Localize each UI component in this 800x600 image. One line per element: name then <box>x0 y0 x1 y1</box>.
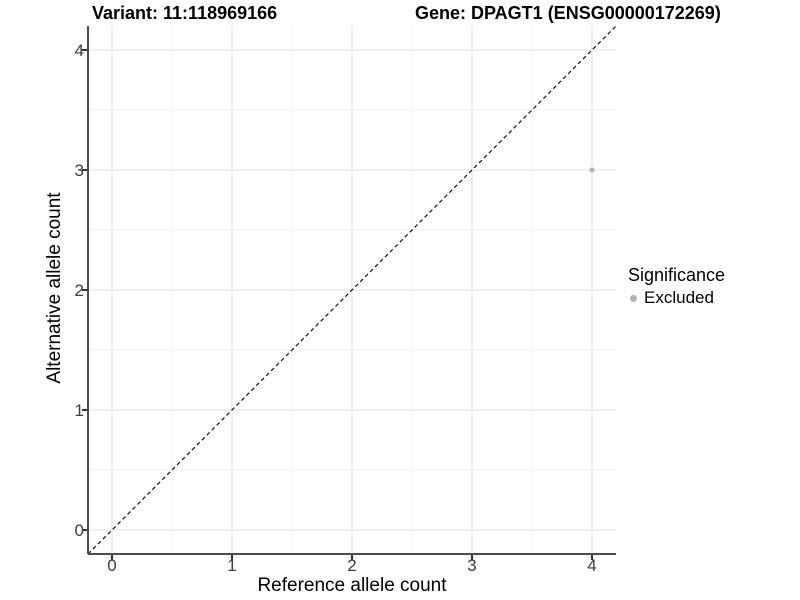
legend-item-label: Excluded <box>644 288 714 307</box>
y-tick-label: 2 <box>74 281 84 300</box>
x-tick-label: 1 <box>227 556 237 575</box>
legend-item-excluded: Excluded <box>628 288 725 308</box>
x-tick-label: 0 <box>107 556 117 575</box>
plot-title-gene: Gene: DPAGT1 (ENSG00000172269) <box>415 3 721 23</box>
y-tick-label: 0 <box>74 521 84 540</box>
legend-title: Significance <box>628 265 726 285</box>
x-tick-label: 2 <box>347 556 357 575</box>
identity-reference-line <box>87 25 617 555</box>
y-tick-label: 3 <box>74 161 84 180</box>
legend-point-icon <box>630 294 637 302</box>
x-axis-title: Reference allele count <box>257 575 447 596</box>
data-point <box>589 167 595 173</box>
y-axis-title: Alternative allele count <box>44 192 65 384</box>
legend: Significance Excluded <box>628 264 725 308</box>
x-tick-label: 4 <box>587 556 597 575</box>
x-tick-label: 3 <box>467 556 477 575</box>
y-tick-label: 4 <box>74 41 84 60</box>
y-tick-label: 1 <box>74 401 84 420</box>
plot-title-variant: Variant: 11:118969166 <box>92 3 278 23</box>
